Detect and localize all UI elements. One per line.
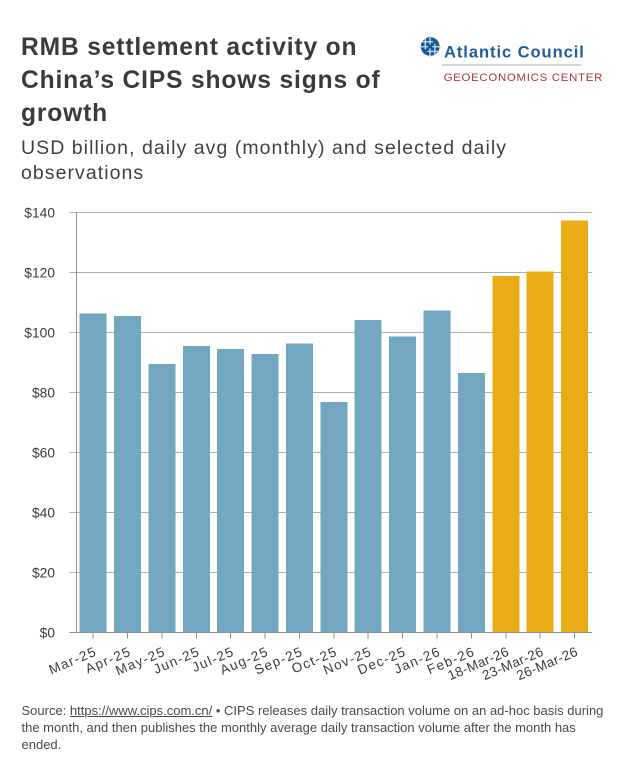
svg-text:$100: $100	[24, 325, 55, 340]
svg-text:$20: $20	[32, 565, 55, 580]
svg-text:$60: $60	[32, 445, 55, 460]
svg-text:$40: $40	[32, 505, 55, 520]
svg-text:$0: $0	[40, 625, 56, 640]
svg-text:$140: $140	[24, 205, 55, 220]
svg-text:Atlantic Council: Atlantic Council	[444, 43, 585, 61]
svg-text:$120: $120	[24, 265, 55, 280]
svg-text:$80: $80	[32, 385, 55, 400]
svg-text:GEOECONOMICS CENTER: GEOECONOMICS CENTER	[444, 72, 603, 84]
